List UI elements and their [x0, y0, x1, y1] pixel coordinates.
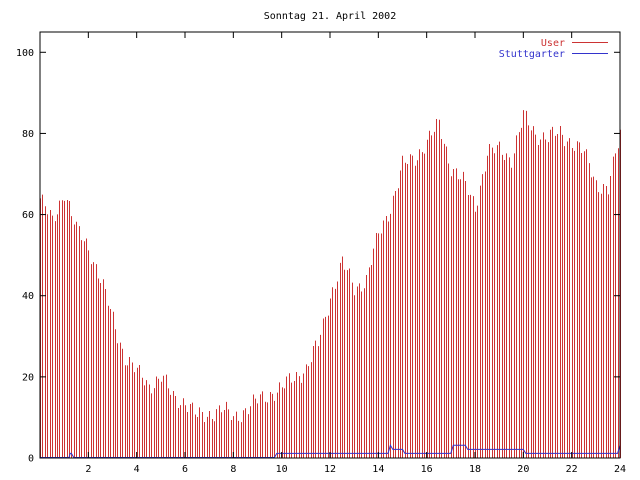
- x-tick-label: 22: [566, 464, 578, 475]
- y-tick-label: 40: [22, 291, 34, 302]
- y-tick-label: 80: [22, 129, 34, 140]
- x-axis: 2 4 6 8 10 12 14 16 18 20 22 24: [85, 32, 626, 475]
- y-tick-label: 20: [22, 372, 34, 383]
- user-impulses: [40, 110, 621, 458]
- x-tick-label: 2: [85, 464, 91, 475]
- y-tick-label: 0: [28, 454, 34, 465]
- x-tick-label: 24: [614, 464, 626, 475]
- x-tick-label: 14: [372, 464, 384, 475]
- legend-stuttgarter-label: Stuttgarter: [499, 49, 565, 60]
- chart-title: Sonntag 21. April 2002: [264, 11, 396, 22]
- x-tick-label: 10: [276, 464, 288, 475]
- x-tick-label: 12: [324, 464, 336, 475]
- x-tick-label: 20: [517, 464, 529, 475]
- x-tick-label: 18: [469, 464, 481, 475]
- y-tick-label: 100: [16, 48, 34, 59]
- x-tick-label: 16: [421, 464, 433, 475]
- y-tick-label: 60: [22, 210, 34, 221]
- y-axis: 0 20 40 60 80 100: [16, 48, 620, 465]
- stuttgarter-series-line: [40, 444, 621, 458]
- x-tick-label: 6: [182, 464, 188, 475]
- x-tick-label: 8: [230, 464, 236, 475]
- legend-user-label: User: [541, 38, 565, 49]
- x-tick-label: 4: [134, 464, 140, 475]
- legend: User Stuttgarter: [499, 38, 608, 60]
